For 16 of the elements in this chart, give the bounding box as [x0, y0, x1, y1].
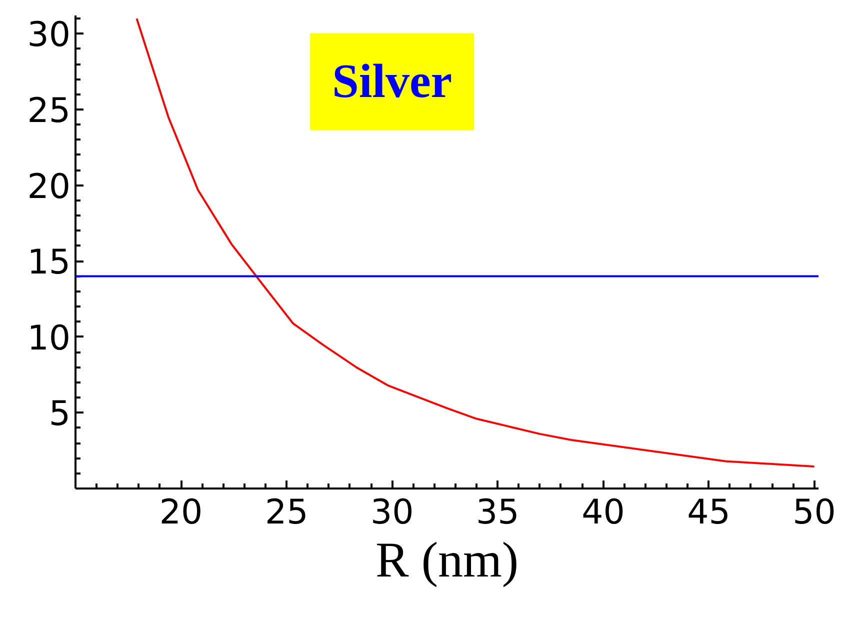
- x-tick-label: 40: [582, 492, 625, 532]
- x-tick-label: 25: [264, 492, 308, 532]
- x-tick-label: 50: [792, 492, 836, 532]
- y-tick-label: 25: [27, 90, 70, 131]
- y-tick-label: 5: [48, 394, 71, 434]
- x-axis-title: R (nm): [375, 532, 519, 588]
- x-tick-label: 20: [159, 492, 203, 532]
- x-tick-label: 45: [687, 492, 730, 532]
- y-tick-label: 10: [27, 318, 70, 358]
- x-tick-label: 30: [370, 492, 414, 532]
- y-tick-label: 30: [27, 15, 70, 56]
- y-tick-label: 15: [27, 242, 70, 283]
- y-tick-label: 20: [27, 166, 70, 207]
- x-tick-label: 35: [476, 492, 520, 532]
- text: Silver: [332, 55, 452, 108]
- line-series: [136, 18, 816, 468]
